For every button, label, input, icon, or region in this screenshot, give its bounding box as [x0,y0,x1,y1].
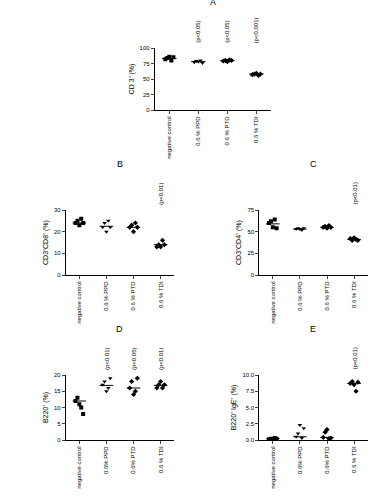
svg-text:(p<0.05): (p<0.05) [224,20,230,43]
svg-text:5: 5 [57,421,61,427]
svg-text:25: 25 [143,92,150,98]
svg-text:0.6 % TDI: 0.6 % TDI [158,281,164,308]
svg-text:E: E [310,324,316,334]
svg-text:CD3⁺CD4⁺ (%): CD3⁺CD4⁺ (%) [235,220,243,265]
svg-text:CD3⁺CD8⁺ (%): CD3⁺CD8⁺ (%) [42,220,50,265]
svg-text:0: 0 [251,272,255,278]
svg-text:0.6 % PPD: 0.6 % PPD [195,116,201,146]
svg-text:B220⁺ (%): B220⁺ (%) [42,392,50,423]
svg-text:75: 75 [247,207,254,213]
svg-text:7.5: 7.5 [246,388,255,394]
svg-text:0.6% PTD: 0.6% PTD [130,446,136,474]
svg-text:CD 3⁺ (%): CD 3⁺ (%) [128,64,136,95]
svg-text:0.6% PPD: 0.6% PPD [297,446,303,474]
svg-text:(p<0.01): (p<0.01) [352,182,358,205]
svg-text:25: 25 [247,250,254,256]
svg-text:0.6 % PTD: 0.6 % PTD [224,116,230,146]
svg-text:(p<0.05): (p<0.05) [131,348,137,371]
svg-text:(p<0.01): (p<0.01) [352,347,358,370]
svg-text:50: 50 [247,229,254,235]
svg-text:negative control: negative control [270,281,276,323]
svg-text:2.5: 2.5 [246,421,255,427]
svg-text:100: 100 [140,45,151,51]
svg-text:0.6 % TDI: 0.6 % TDI [351,281,357,308]
svg-text:10.0: 10.0 [242,372,254,378]
svg-text:0.6 % PTD: 0.6 % PTD [324,281,330,311]
svg-text:20: 20 [54,372,61,378]
svg-text:15: 15 [54,388,61,394]
svg-text:0.6 % TDI: 0.6 % TDI [351,446,357,473]
svg-text:10: 10 [54,250,61,256]
svg-text:0.6 % PTD: 0.6 % PTD [130,281,136,311]
svg-text:0: 0 [57,437,61,443]
svg-text:(p<0.01): (p<0.01) [104,347,110,370]
svg-text:negative control: negative control [270,446,276,488]
svg-text:5.0: 5.0 [246,405,255,411]
svg-text:0.0: 0.0 [246,437,255,443]
svg-text:B220⁺ IgE⁺ (%): B220⁺ IgE⁺ (%) [230,385,238,431]
svg-text:negative control: negative control [166,116,172,158]
svg-text:negative control: negative control [76,281,82,323]
svg-text:(p<0.001): (p<0.001) [253,18,259,44]
svg-text:negative control: negative control [76,446,82,488]
svg-text:0: 0 [57,272,61,278]
svg-text:0.6% PPD: 0.6% PPD [103,446,109,474]
svg-text:75: 75 [143,61,150,67]
svg-text:D: D [116,324,123,334]
svg-text:0: 0 [146,107,150,113]
svg-text:0.6 % TDI: 0.6 % TDI [158,446,164,473]
svg-text:B: B [117,159,123,169]
svg-text:A: A [210,0,216,7]
svg-text:20: 20 [54,229,61,235]
svg-text:30: 30 [54,207,61,213]
svg-text:50: 50 [143,76,150,82]
svg-text:0.6 % PPD: 0.6 % PPD [103,281,109,311]
svg-text:C: C [310,159,317,169]
svg-text:0.6 % TDI: 0.6 % TDI [253,116,259,143]
svg-text:10: 10 [54,405,61,411]
svg-text:(p<0.05): (p<0.05) [195,20,201,43]
svg-text:0.6% PTD: 0.6% PTD [324,446,330,474]
svg-text:(p<0.01): (p<0.01) [158,183,164,206]
svg-text:(p<0.01): (p<0.01) [158,348,164,371]
svg-text:0.6 % PPD: 0.6 % PPD [297,281,303,311]
